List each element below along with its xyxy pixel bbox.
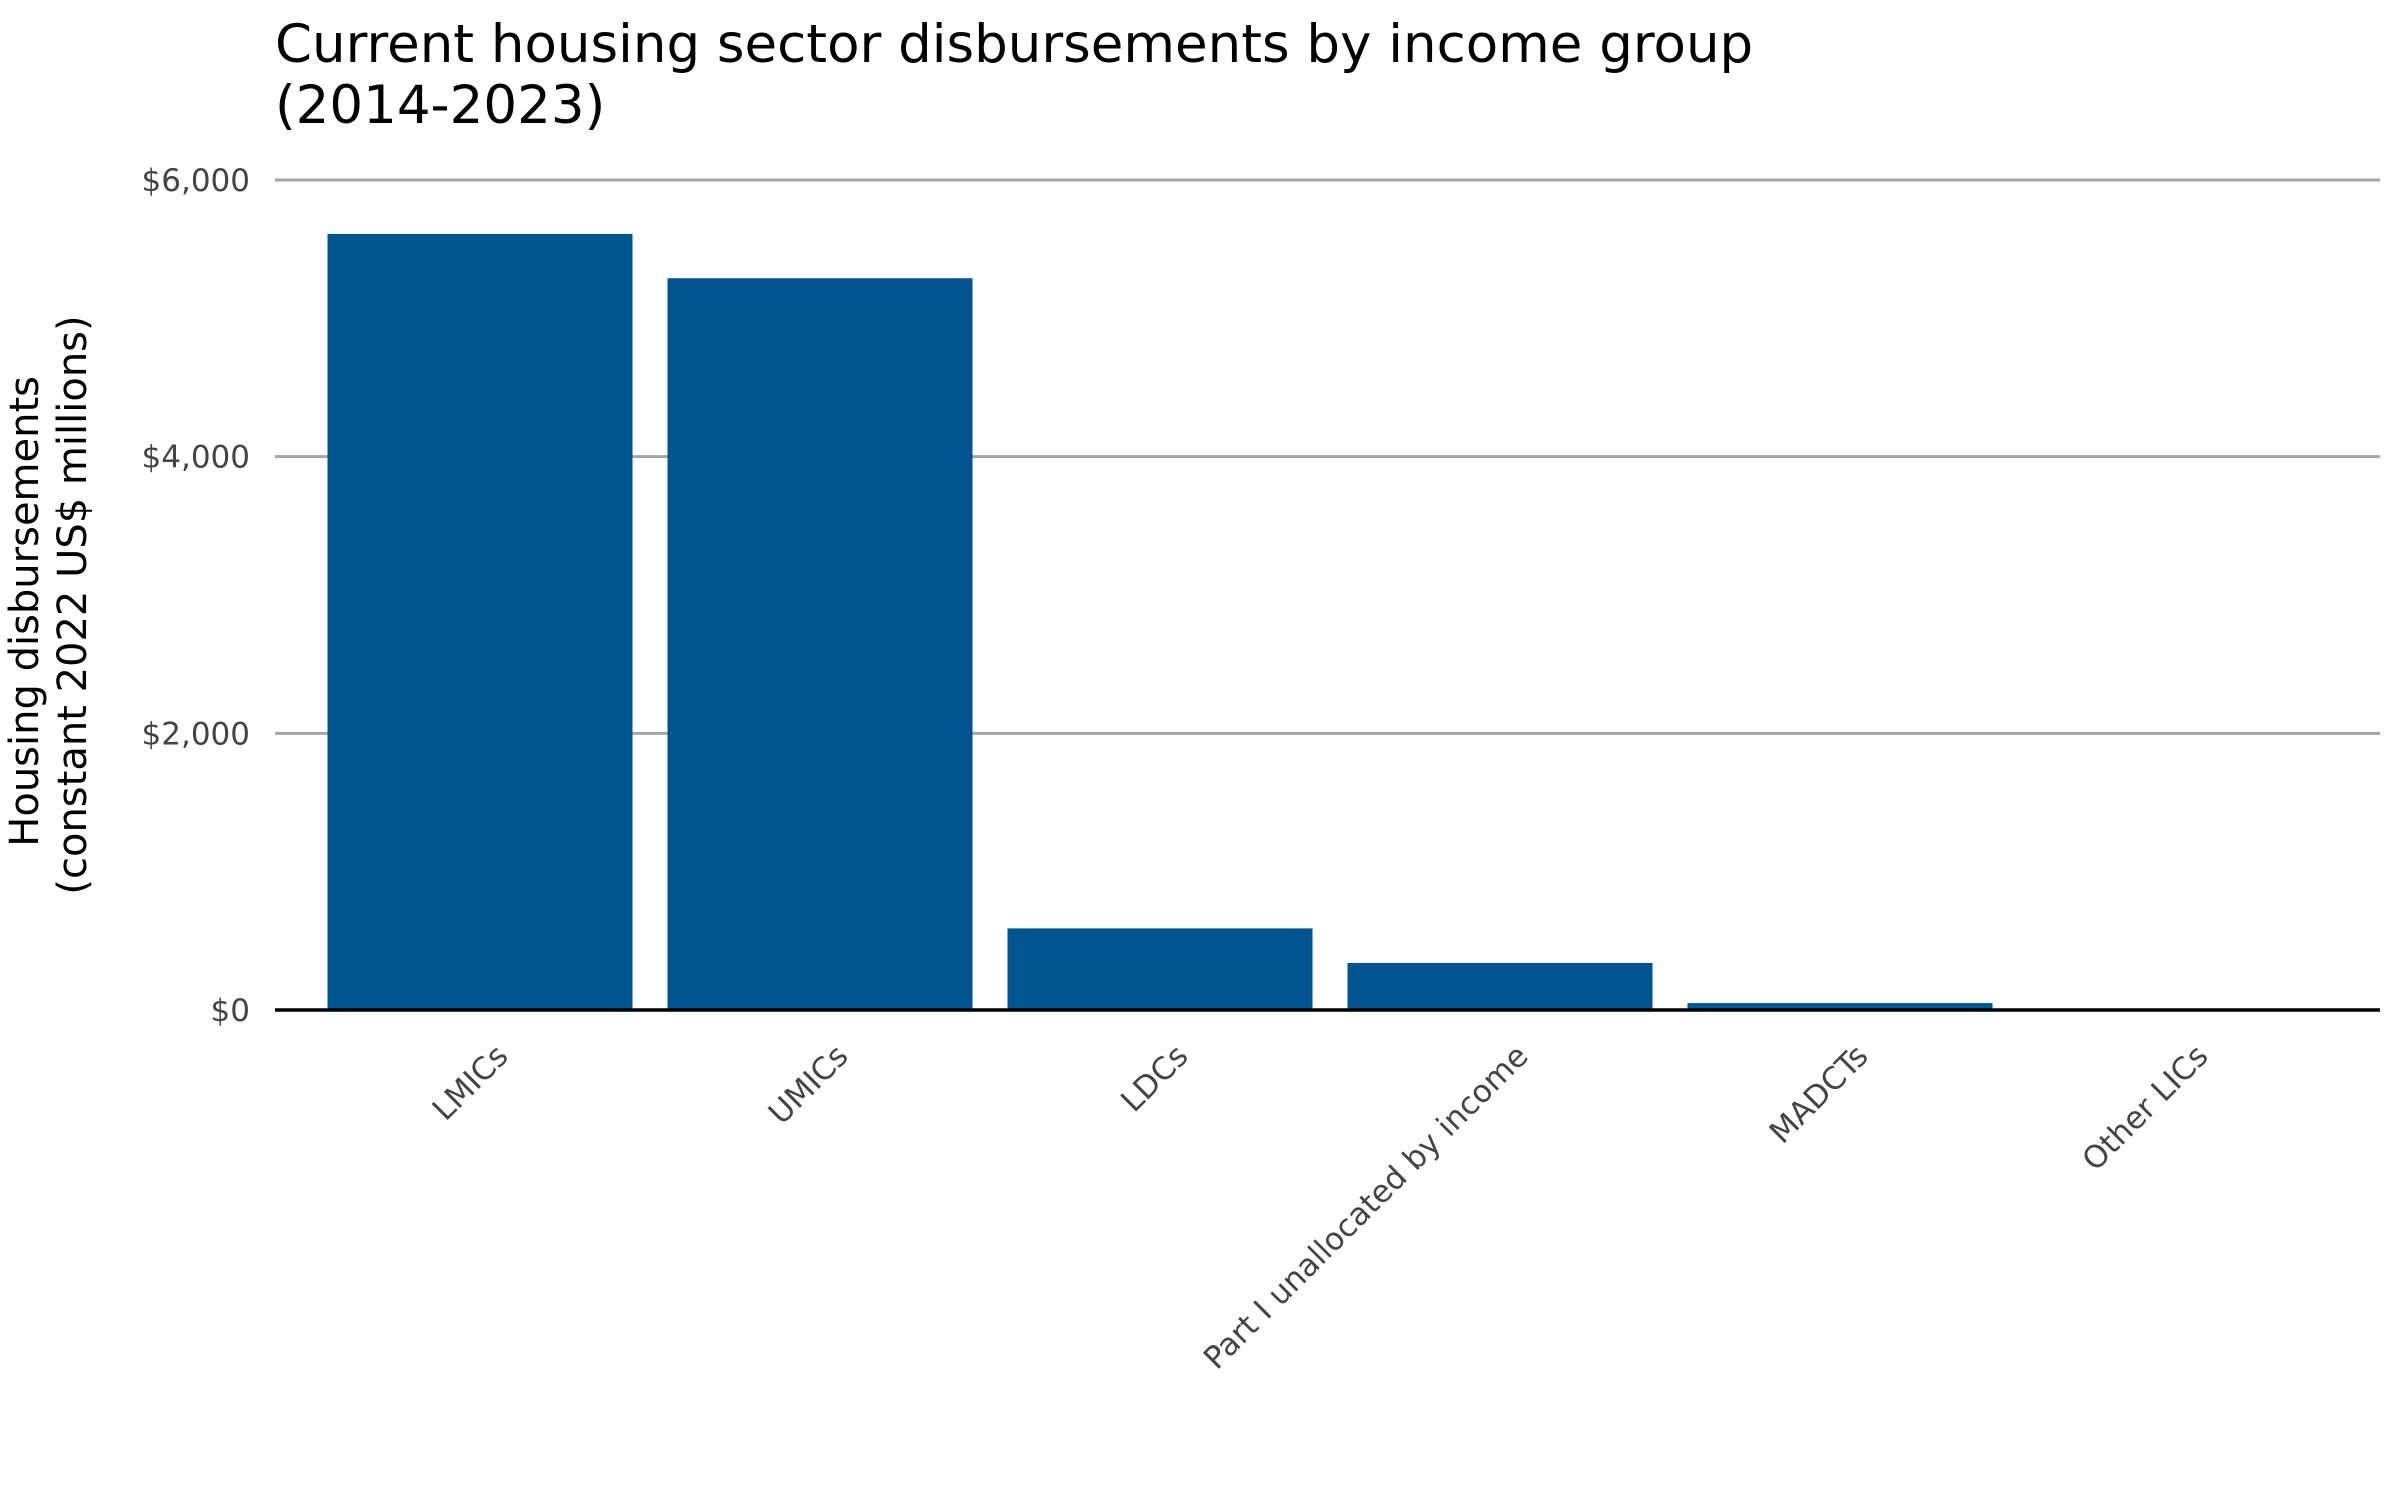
x-tick-label: Part I unallocated by income [1197,1038,1536,1377]
bar [1687,1003,1993,1010]
x-tick-label: Other LICs [2075,1038,2215,1178]
x-tick-label: MADCTs [1763,1038,1876,1151]
bar [1007,928,1313,1010]
y-axis-label: Housing disbursements (constant 2022 US$… [2,315,96,894]
x-tick-label: LMICs [426,1038,516,1128]
bars [327,233,2333,1010]
y-axis-label-line-1: Housing disbursements [2,376,48,847]
y-tick-label: $0 [211,993,250,1029]
chart-title: Current housing sector disbursements by … [275,14,1753,136]
y-tick-label: $6,000 [142,163,250,199]
x-tick-labels: LMICs UMICs LDCs Part I unallocated by inco… [426,1038,2216,1377]
bar [667,278,973,1010]
y-axis-label-line-2: (constant 2022 US$ millions) [50,315,96,894]
y-tick-label: $4,000 [142,440,250,476]
chart-title-line-2: (2014-2023) [275,75,606,136]
bar [327,233,633,1010]
bar [1347,962,1653,1010]
x-tick-label: UMICs [762,1038,856,1132]
y-tick-labels: $0 $2,000 $4,000 $6,000 [142,163,250,1029]
y-tick-label: $2,000 [142,716,250,752]
x-tick-label: LDCs [1114,1038,1195,1119]
chart-title-line-1: Current housing sector disbursements by … [275,14,1754,75]
